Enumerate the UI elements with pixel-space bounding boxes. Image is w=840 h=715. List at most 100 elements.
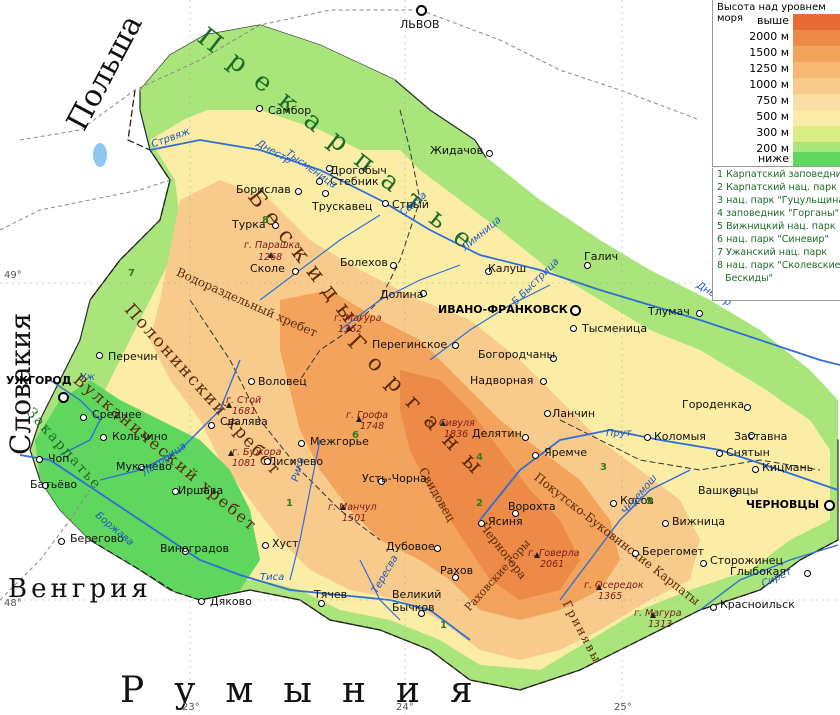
city-marker-mezhgorie — [298, 440, 305, 447]
park-marker-3: 3 — [600, 462, 607, 473]
legend-swatch — [793, 62, 840, 78]
city-marker-irshava — [172, 488, 179, 495]
peak-sivulya-height: 1836 — [444, 429, 469, 440]
peak-magura2-height: 1313 — [648, 619, 673, 630]
city-marker-khust — [262, 542, 269, 549]
peak-stoy: г. Стой — [226, 395, 262, 406]
city-kolchino: Кольчино — [112, 430, 168, 443]
city-marker-dolina — [420, 290, 427, 297]
city-bolekhov: Болехов — [340, 256, 388, 269]
city-marker-ust-chorna — [378, 478, 385, 485]
city-marker-vorokhta — [512, 510, 519, 517]
peak-sivulya: г. Сивуля — [428, 418, 475, 429]
park-marker-1a: 1 — [286, 498, 293, 509]
peak-marker-parashka — [268, 252, 274, 258]
city-marker-vizhnitsa — [662, 520, 669, 527]
legend-label: 2000 м — [749, 30, 789, 43]
city-marker-stebnik — [316, 178, 323, 185]
city-kitsman: Кицмань — [762, 461, 814, 474]
city-marker-kolchino — [100, 434, 107, 441]
city-turka: Турка — [232, 218, 266, 231]
legend-row: 1000 м — [717, 78, 840, 94]
city-tyachev: Тячев — [314, 588, 348, 601]
city-ust-chorna: Усть-Чорна — [362, 472, 427, 485]
city-chop: Чоп — [48, 452, 70, 465]
city-marker-tyachev — [318, 600, 325, 607]
city-marker-sambor — [256, 105, 263, 112]
region-peaks — [400, 370, 580, 600]
city-gorodenka: Городенка — [682, 398, 745, 411]
legend-label: выше — [756, 14, 789, 27]
city-yasinya: Ясиня — [488, 515, 523, 528]
city-bogorodchany: Богородчаны — [478, 348, 556, 361]
lake — [93, 143, 107, 167]
city-marker-nadvornaya — [540, 378, 547, 385]
peak-marker-goverla — [534, 552, 540, 558]
peak-marker-buzhora — [228, 450, 234, 456]
city-marker-drogobych — [326, 165, 333, 172]
park-marker-6: 6 — [352, 430, 359, 441]
city-vizhnitsa: Вижница — [672, 515, 726, 528]
river-limnitsa — [339, 264, 461, 331]
river-label-uzh: Уж — [80, 372, 96, 383]
city-mezhgorie: Межгорье — [310, 435, 369, 448]
legend-label: 750 м — [756, 94, 789, 107]
park-marker-2: 2 — [476, 498, 483, 509]
city-lvov: ЛЬВОВ — [400, 18, 440, 31]
grid-lon-25: 25° — [614, 702, 632, 713]
city-ivano-frankovsk: ИВАНО-ФРАНКОВСК — [438, 303, 568, 316]
city-marker-velikiy-bychkov — [418, 610, 425, 617]
city-storozhinets: Сторожинец — [710, 554, 784, 567]
oblast-boundary-2 — [559, 419, 821, 471]
peak-magura: г. Магура — [334, 313, 382, 324]
city-marker-volovets — [248, 378, 255, 385]
city-glyboka: Глыбокая — [730, 565, 786, 578]
peak-marker-mantsul — [340, 504, 346, 510]
city-nadvornaya: Надворная — [470, 374, 534, 387]
peak-marker-magura — [346, 325, 352, 331]
peak-marker-sivulya — [440, 420, 446, 426]
legend-swatch — [793, 94, 840, 110]
city-marker-lanchin — [544, 410, 551, 417]
river-cheremosh — [559, 469, 691, 601]
city-marker-zhidachov — [486, 150, 493, 157]
city-volovets: Воловец — [258, 375, 307, 388]
peak-mantsul: г. Манчул — [328, 502, 377, 513]
city-marker-glyboka — [804, 570, 811, 577]
park-marker-7: 7 — [128, 268, 135, 279]
city-marker-bolekhov — [390, 262, 397, 269]
city-sniatyn: Снятын — [726, 446, 770, 459]
city-marker-vashkovtsy — [730, 490, 737, 497]
city-marker-kolomyya — [644, 434, 651, 441]
peak-goverla-height: 2061 — [540, 559, 565, 570]
city-kalush: Калуш — [488, 262, 527, 275]
city-marker-perechin — [96, 352, 103, 359]
city-marker-chop — [36, 456, 43, 463]
peak-grofa: г. Грофа — [346, 410, 389, 421]
city-krasnoilsk: Красноильск — [720, 598, 795, 611]
park-item: 8 нац. парк "Сколевские — [717, 260, 840, 271]
river-latoritsa — [99, 359, 241, 481]
city-marker-dyakovo — [198, 598, 205, 605]
park-item: 7 Ужанский нац. парк — [717, 247, 828, 258]
legend-row: 1250 м — [717, 62, 840, 78]
city-marker-bogorodchany — [550, 355, 557, 362]
city-mukachevo: Мукачево — [116, 460, 172, 473]
city-marker-turka — [272, 222, 279, 229]
city-marker-lisichevo — [264, 458, 271, 465]
legend-swatch — [793, 30, 840, 46]
region-ne-low — [380, 110, 838, 440]
city-truskavets: Трускавец — [312, 200, 373, 213]
city-marker-beregovo — [58, 538, 65, 545]
city-boryslav: Борислав — [236, 183, 291, 196]
legend-row: 300 м — [717, 126, 840, 142]
city-marker-yaremche — [532, 452, 539, 459]
legend-swatch — [793, 152, 840, 166]
peak-magura-height: 1362 — [338, 324, 363, 335]
city-drogobych: Дрогобыч — [330, 164, 387, 177]
peak-grofa-height: 1748 — [360, 421, 385, 432]
legend-row: ниже — [717, 152, 840, 166]
